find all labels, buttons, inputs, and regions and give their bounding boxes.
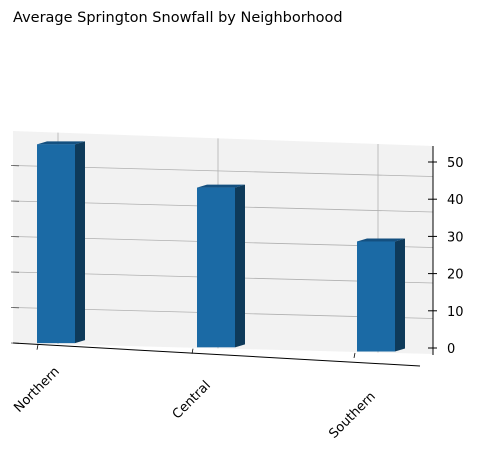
x-tick-label: Southern (326, 389, 378, 441)
bar-top (357, 238, 405, 242)
bar-side (75, 141, 85, 344)
y-tick-label: 20 (447, 268, 464, 283)
x-tick-label: Central (170, 378, 214, 422)
y-tick-label: 40 (447, 193, 464, 208)
bar-side (235, 184, 245, 348)
bar (37, 144, 75, 344)
bar (357, 241, 395, 352)
y-tick-label: 30 (447, 230, 464, 245)
bar-top (197, 184, 245, 188)
x-tick-mark (36, 344, 39, 350)
y-tick-label: 50 (447, 156, 464, 171)
bar-side (395, 238, 405, 352)
x-tick-mark (353, 352, 356, 359)
chart-title: Average Springton Snowfall by Neighborho… (13, 10, 343, 26)
bar-top (37, 141, 85, 145)
x-tick-mark (191, 348, 194, 354)
y-tick-label: 0 (447, 342, 455, 357)
x-axis-line (12, 342, 421, 367)
x-tick-label: Northern (11, 364, 62, 415)
bars (37, 141, 405, 352)
y-tick-label: 10 (447, 305, 464, 320)
bar (197, 187, 235, 348)
axes (10, 146, 437, 367)
